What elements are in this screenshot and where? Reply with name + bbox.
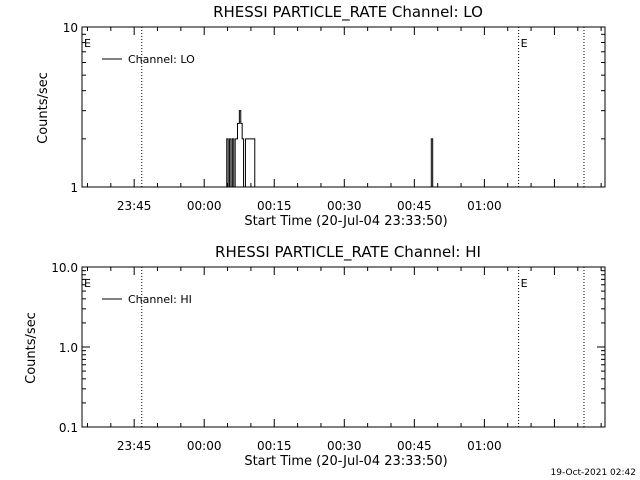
x-tick-label-hi: 01:00 [467,439,502,453]
y-tick-label-lo: 10 [63,21,78,35]
y-tick-label-lo: 1 [70,181,78,195]
footer-timestamp: 19-Oct-2021 02:42 [551,468,636,478]
x-tick-label-lo: 23:45 [117,199,152,213]
x-tick-label-hi: 00:45 [397,439,432,453]
x-tick-label-lo: 00:00 [187,199,222,213]
chart-title-hi: RHESSI PARTICLE_RATE Channel: HI [215,243,481,262]
eclipse-marker-lo: E [84,37,91,50]
x-tick-label-hi: 00:00 [187,439,222,453]
x-tick-label-lo: 00:15 [257,199,292,213]
x-tick-label-hi: 00:15 [257,439,292,453]
x-axis-label-lo: Start Time (20-Jul-04 23:33:50) [244,214,447,229]
y-tick-label-hi: 1.0 [59,341,78,355]
series-line-lo [82,110,605,188]
y-axis-label-hi: Counts/sec [24,312,39,384]
legend-label-lo: Channel: LO [128,53,195,66]
y-tick-label-hi: 0.1 [59,421,78,435]
panel-lo: RHESSI PARTICLE_RATE Channel: LO Counts/… [36,3,606,229]
legend-label-hi: Channel: HI [128,293,192,306]
eclipse-marker-hi: E [84,277,91,290]
x-axis-label-hi: Start Time (20-Jul-04 23:33:50) [244,454,447,469]
eclipse-marker-hi: E [521,277,528,290]
x-tick-label-lo: 01:00 [467,199,502,213]
x-tick-label-lo: 00:45 [397,199,432,213]
x-tick-label-hi: 23:45 [117,439,152,453]
x-tick-label-hi: 00:30 [327,439,362,453]
plot-area-lo: 1 10 23:45 00:00 00:15 00:30 00:45 01:00 E E Chann… [63,21,606,213]
eclipse-marker-lo: E [521,37,528,50]
chart-title-lo: RHESSI PARTICLE_RATE Channel: LO [213,3,483,22]
plot-area-hi: 0.1 1.0 10.0 23:45 00:00 00:15 00:30 00:45 01:00… [51,261,606,453]
y-tick-label-hi: 10.0 [51,261,78,275]
y-axis-label-lo: Counts/sec [36,72,51,144]
panel-hi: RHESSI PARTICLE_RATE Channel: HI Counts/… [24,243,606,469]
x-tick-label-lo: 00:30 [327,199,362,213]
